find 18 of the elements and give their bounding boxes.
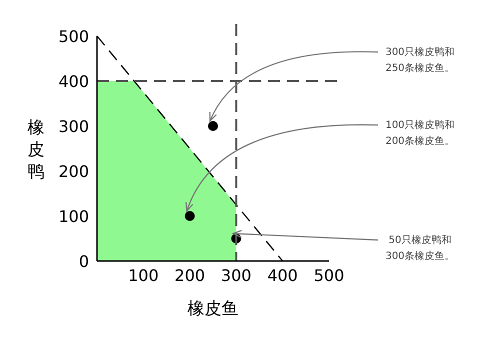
- annotation: 300只橡皮鸭和 250条橡皮鱼。: [385, 46, 455, 74]
- x-tick-label: 200: [174, 266, 206, 285]
- y-tick-label: 0: [78, 252, 89, 271]
- y-axis-title: 橡皮鸭: [28, 118, 44, 182]
- x-tick-label: 500: [314, 266, 344, 285]
- point: [208, 121, 218, 131]
- annotation: 50只橡皮鸭和 300条橡皮鱼。: [385, 234, 455, 262]
- point: [184, 211, 195, 221]
- y-tick-label: 500: [58, 27, 89, 46]
- x-tick-label: 300: [220, 266, 252, 285]
- x-tick-label: 100: [128, 266, 159, 285]
- x-tick-label: 400: [267, 266, 298, 285]
- y-tick-label: 400: [58, 72, 89, 91]
- annotation: 100只橡皮鸭和 200条橡皮鱼。: [385, 119, 455, 147]
- x-axis-title: 橡皮鱼: [188, 299, 238, 319]
- y-tick-label: 200: [58, 162, 89, 181]
- y-tick-label: 300: [58, 117, 89, 136]
- y-tick-label: 100: [58, 207, 89, 226]
